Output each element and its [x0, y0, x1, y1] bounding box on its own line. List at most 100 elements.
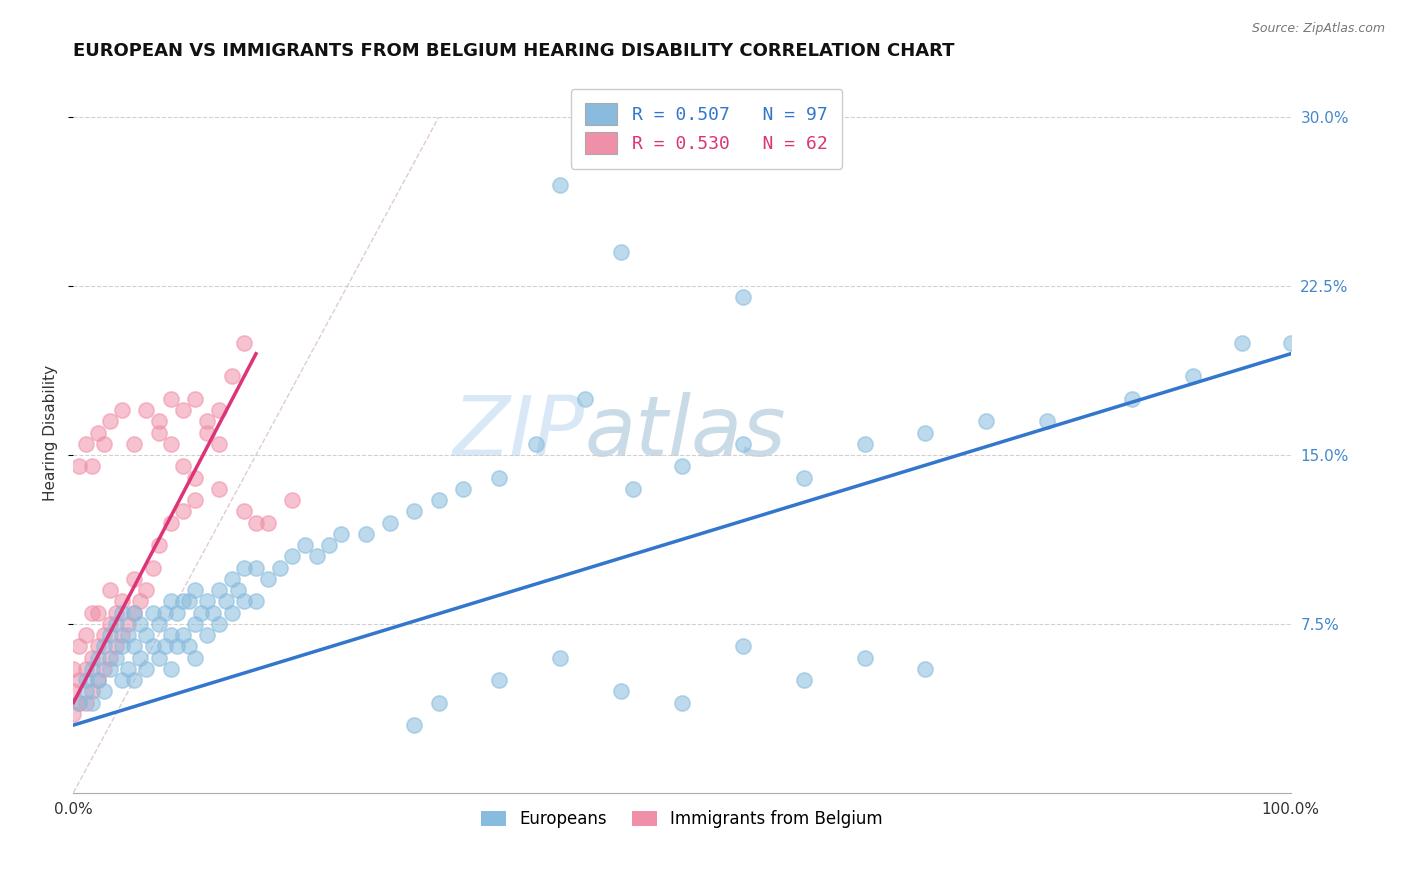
Point: [269, 560, 291, 574]
Text: ZIP: ZIP: [453, 392, 585, 473]
Point: [98, 662, 121, 676]
Point: [195, 628, 218, 642]
Text: atlas: atlas: [585, 392, 786, 473]
Point: [69, 673, 91, 687]
Point: [305, 549, 328, 564]
Point: [671, 696, 693, 710]
Y-axis label: Hearing Disability: Hearing Disability: [44, 365, 58, 500]
Point: [135, 628, 157, 642]
Point: [195, 414, 218, 428]
Point: [548, 650, 571, 665]
Point: [69, 640, 91, 654]
Point: [148, 538, 170, 552]
Point: [122, 437, 145, 451]
Point: [621, 482, 644, 496]
Point: [159, 516, 181, 530]
Point: [69, 696, 91, 710]
Point: [122, 606, 145, 620]
Point: [172, 459, 194, 474]
Point: [122, 606, 145, 620]
Point: [232, 560, 254, 574]
Point: [731, 437, 754, 451]
Point: [87, 650, 110, 665]
Point: [166, 606, 188, 620]
Point: [202, 606, 225, 620]
Point: [232, 594, 254, 608]
Point: [731, 291, 754, 305]
Point: [208, 403, 231, 417]
Point: [105, 606, 128, 620]
Point: [914, 425, 936, 440]
Point: [853, 650, 876, 665]
Point: [87, 640, 110, 654]
Point: [166, 640, 188, 654]
Point: [548, 178, 571, 192]
Point: [257, 516, 280, 530]
Point: [427, 696, 450, 710]
Point: [195, 425, 218, 440]
Point: [208, 437, 231, 451]
Point: [914, 662, 936, 676]
Point: [184, 392, 207, 406]
Point: [610, 245, 633, 260]
Point: [488, 673, 510, 687]
Point: [159, 662, 181, 676]
Point: [177, 594, 200, 608]
Point: [87, 606, 110, 620]
Point: [148, 616, 170, 631]
Point: [93, 662, 115, 676]
Point: [281, 549, 304, 564]
Point: [159, 392, 181, 406]
Point: [75, 437, 97, 451]
Point: [221, 369, 243, 384]
Point: [75, 628, 97, 642]
Point: [111, 594, 134, 608]
Point: [135, 662, 157, 676]
Point: [87, 673, 110, 687]
Point: [141, 640, 163, 654]
Point: [184, 583, 207, 598]
Point: [129, 650, 152, 665]
Point: [135, 583, 157, 598]
Point: [853, 437, 876, 451]
Point: [98, 628, 121, 642]
Point: [111, 606, 134, 620]
Point: [122, 640, 145, 654]
Point: [177, 640, 200, 654]
Point: [159, 594, 181, 608]
Point: [1279, 335, 1302, 350]
Point: [232, 504, 254, 518]
Point: [281, 493, 304, 508]
Point: [93, 437, 115, 451]
Point: [148, 650, 170, 665]
Point: [318, 538, 340, 552]
Point: [330, 526, 353, 541]
Point: [69, 696, 91, 710]
Point: [111, 403, 134, 417]
Point: [1230, 335, 1253, 350]
Point: [245, 516, 267, 530]
Point: [488, 470, 510, 484]
Point: [159, 437, 181, 451]
Point: [111, 628, 134, 642]
Point: [184, 470, 207, 484]
Point: [80, 606, 103, 620]
Point: [214, 594, 236, 608]
Point: [245, 594, 267, 608]
Point: [184, 493, 207, 508]
Point: [80, 696, 103, 710]
Point: [221, 572, 243, 586]
Point: [135, 403, 157, 417]
Point: [87, 673, 110, 687]
Point: [129, 616, 152, 631]
Point: [80, 684, 103, 698]
Text: Source: ZipAtlas.com: Source: ZipAtlas.com: [1251, 22, 1385, 36]
Point: [98, 616, 121, 631]
Point: [524, 437, 547, 451]
Point: [93, 640, 115, 654]
Point: [195, 594, 218, 608]
Text: EUROPEAN VS IMMIGRANTS FROM BELGIUM HEARING DISABILITY CORRELATION CHART: EUROPEAN VS IMMIGRANTS FROM BELGIUM HEAR…: [73, 42, 955, 60]
Point: [153, 640, 176, 654]
Legend: Europeans, Immigrants from Belgium: Europeans, Immigrants from Belgium: [474, 804, 890, 835]
Point: [111, 640, 134, 654]
